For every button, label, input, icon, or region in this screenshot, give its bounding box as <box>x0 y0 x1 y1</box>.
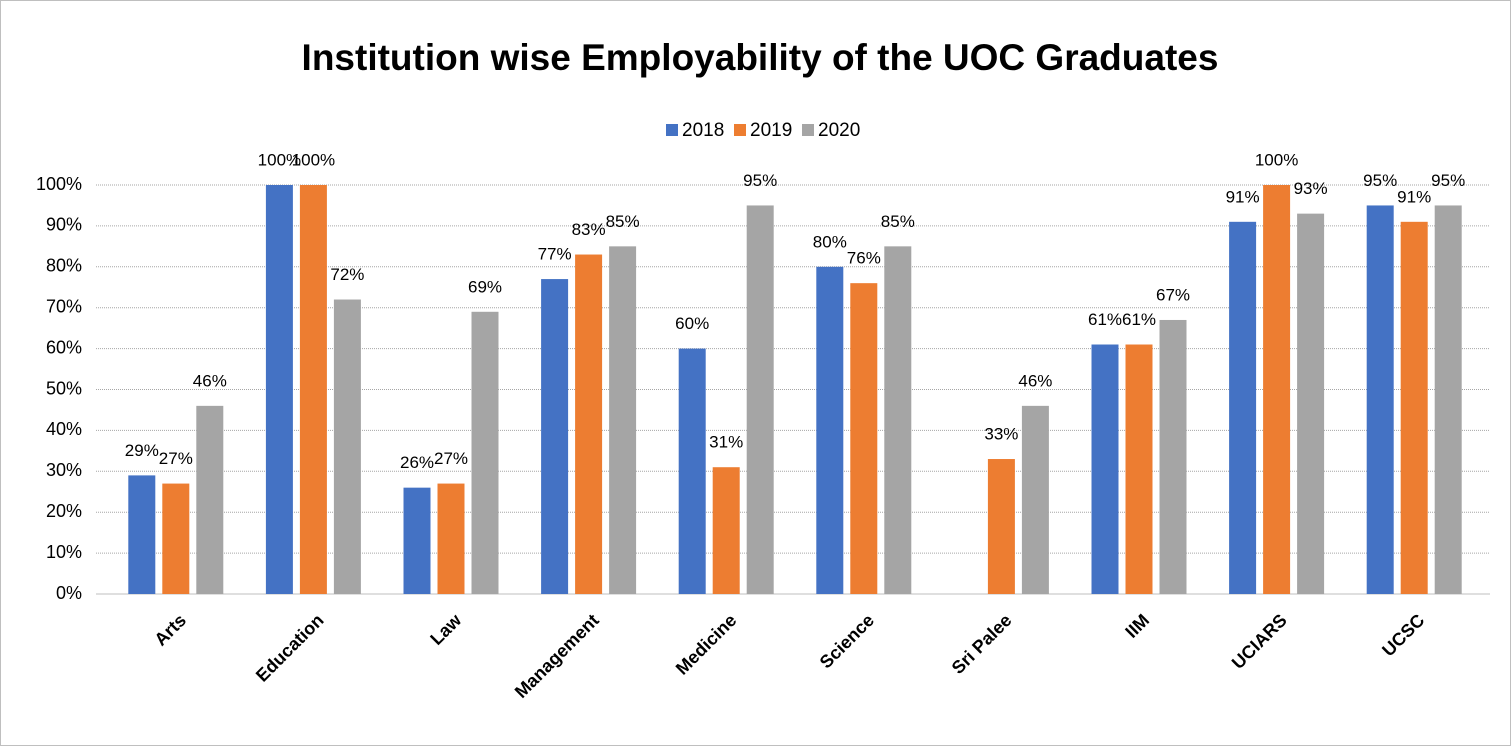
y-tick-label: 20% <box>46 501 82 521</box>
data-label: 95% <box>743 171 777 190</box>
data-label: 61% <box>1088 310 1122 329</box>
bar <box>884 246 912 594</box>
data-label: 85% <box>606 212 640 231</box>
bar <box>1366 205 1394 594</box>
legend-label: 2020 <box>818 120 860 141</box>
data-label: 29% <box>125 441 159 460</box>
y-tick-label: 60% <box>46 337 82 357</box>
bar <box>575 254 603 594</box>
data-label: 46% <box>193 371 227 390</box>
bar <box>541 279 569 594</box>
bar <box>1229 221 1257 594</box>
data-label: 26% <box>400 453 434 472</box>
data-label: 31% <box>709 433 743 452</box>
bar <box>678 348 706 594</box>
data-label: 95% <box>1431 171 1465 190</box>
bar <box>1263 185 1291 594</box>
data-label: 27% <box>159 449 193 468</box>
bar <box>712 467 740 594</box>
data-label: 95% <box>1363 171 1397 190</box>
legend-label: 2018 <box>682 120 724 141</box>
data-label: 77% <box>538 245 572 264</box>
data-label: 72% <box>330 265 364 284</box>
bar <box>1297 213 1325 594</box>
bar <box>299 185 327 594</box>
y-tick-label: 10% <box>46 542 82 562</box>
y-tick-label: 70% <box>46 296 82 316</box>
y-tick-label: 40% <box>46 419 82 439</box>
bar <box>437 483 465 594</box>
bar <box>196 405 224 594</box>
bar <box>1021 405 1049 594</box>
data-label: 100% <box>292 150 335 169</box>
chart-title: Institution wise Employability of the UO… <box>302 37 1219 78</box>
y-tick-label: 30% <box>46 460 82 480</box>
legend-swatch <box>666 124 678 136</box>
data-label: 100% <box>258 150 301 169</box>
data-label: 100% <box>1255 150 1298 169</box>
bar <box>816 266 844 594</box>
bar <box>333 299 361 594</box>
y-tick-label: 0% <box>56 583 82 603</box>
data-label: 67% <box>1156 285 1190 304</box>
legend-swatch <box>734 124 746 136</box>
y-tick-label: 90% <box>46 215 82 235</box>
data-label: 46% <box>1018 371 1052 390</box>
data-label: 76% <box>847 249 881 268</box>
data-label: 80% <box>813 232 847 251</box>
data-label: 85% <box>881 212 915 231</box>
legend-swatch <box>802 124 814 136</box>
data-label: 33% <box>984 425 1018 444</box>
data-label: 61% <box>1122 310 1156 329</box>
data-label: 69% <box>468 277 502 296</box>
data-label: 60% <box>675 314 709 333</box>
bar <box>162 483 190 594</box>
bar <box>850 283 878 594</box>
legend-label: 2019 <box>750 120 792 141</box>
bar <box>987 459 1015 594</box>
bar <box>1091 344 1119 594</box>
y-tick-label: 80% <box>46 256 82 276</box>
data-label: 27% <box>434 449 468 468</box>
bar <box>403 487 431 594</box>
bar <box>128 475 156 594</box>
data-label: 91% <box>1397 187 1431 206</box>
bar <box>609 246 637 594</box>
y-tick-label: 100% <box>36 174 82 194</box>
bar <box>1434 205 1462 594</box>
data-label: 91% <box>1226 187 1260 206</box>
bar <box>746 205 774 594</box>
bar <box>1159 319 1187 594</box>
data-label: 83% <box>572 220 606 239</box>
bar <box>1400 221 1428 594</box>
bar <box>1125 344 1153 594</box>
bar <box>471 311 499 594</box>
data-label: 93% <box>1294 179 1328 198</box>
y-tick-label: 50% <box>46 378 82 398</box>
bar <box>265 185 293 594</box>
